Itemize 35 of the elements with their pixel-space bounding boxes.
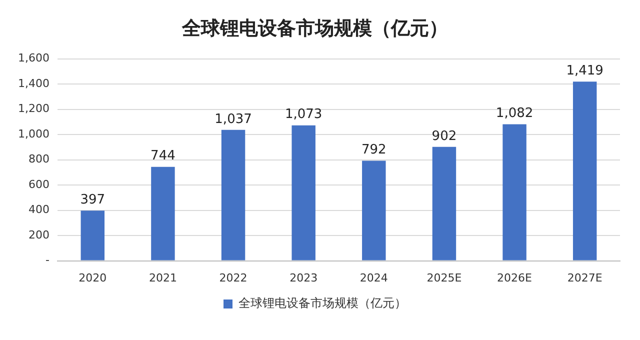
- data-label: 792: [361, 142, 386, 158]
- y-tick-label: 800: [28, 152, 50, 166]
- y-tick-label: 1,600: [18, 52, 50, 65]
- y-tick-label: 1,000: [18, 127, 50, 140]
- x-tick-label: 2023: [290, 271, 318, 284]
- x-tick-label: 2026E: [497, 271, 532, 284]
- data-label: 744: [150, 148, 176, 164]
- bar: [572, 82, 597, 260]
- y-tick-label: 400: [28, 203, 50, 216]
- bar: [292, 125, 316, 260]
- y-tick-label: 1,200: [18, 102, 50, 116]
- bar: [80, 210, 105, 260]
- data-label: 1,073: [284, 107, 322, 122]
- y-tick-label: -: [46, 254, 50, 267]
- y-tick-label: 600: [28, 178, 50, 191]
- x-tick-label: 2024: [360, 271, 388, 284]
- data-label: 1,037: [214, 112, 252, 127]
- x-tick-label: 2027E: [567, 271, 602, 284]
- bar: [432, 146, 456, 260]
- x-tick-label: 2020: [78, 271, 107, 284]
- bar: [151, 166, 175, 260]
- x-tick-label: 2025E: [426, 271, 462, 284]
- x-tick-label: 2022: [219, 271, 248, 284]
- y-tick-label: 1,400: [18, 76, 50, 90]
- bar: [362, 160, 386, 260]
- bar: [221, 130, 246, 260]
- data-label: 902: [432, 128, 457, 144]
- legend-label: 全球锂电设备市场规模（亿元）: [238, 296, 406, 310]
- data-label: 397: [80, 192, 106, 208]
- x-tick-label: 2021: [148, 271, 177, 284]
- data-label: 1,082: [496, 106, 534, 122]
- chart-title: 全球锂电设备市场规模（亿元）: [181, 17, 448, 40]
- data-label: 1,419: [566, 64, 604, 79]
- bar: [502, 124, 526, 260]
- y-tick-label: 200: [28, 228, 50, 242]
